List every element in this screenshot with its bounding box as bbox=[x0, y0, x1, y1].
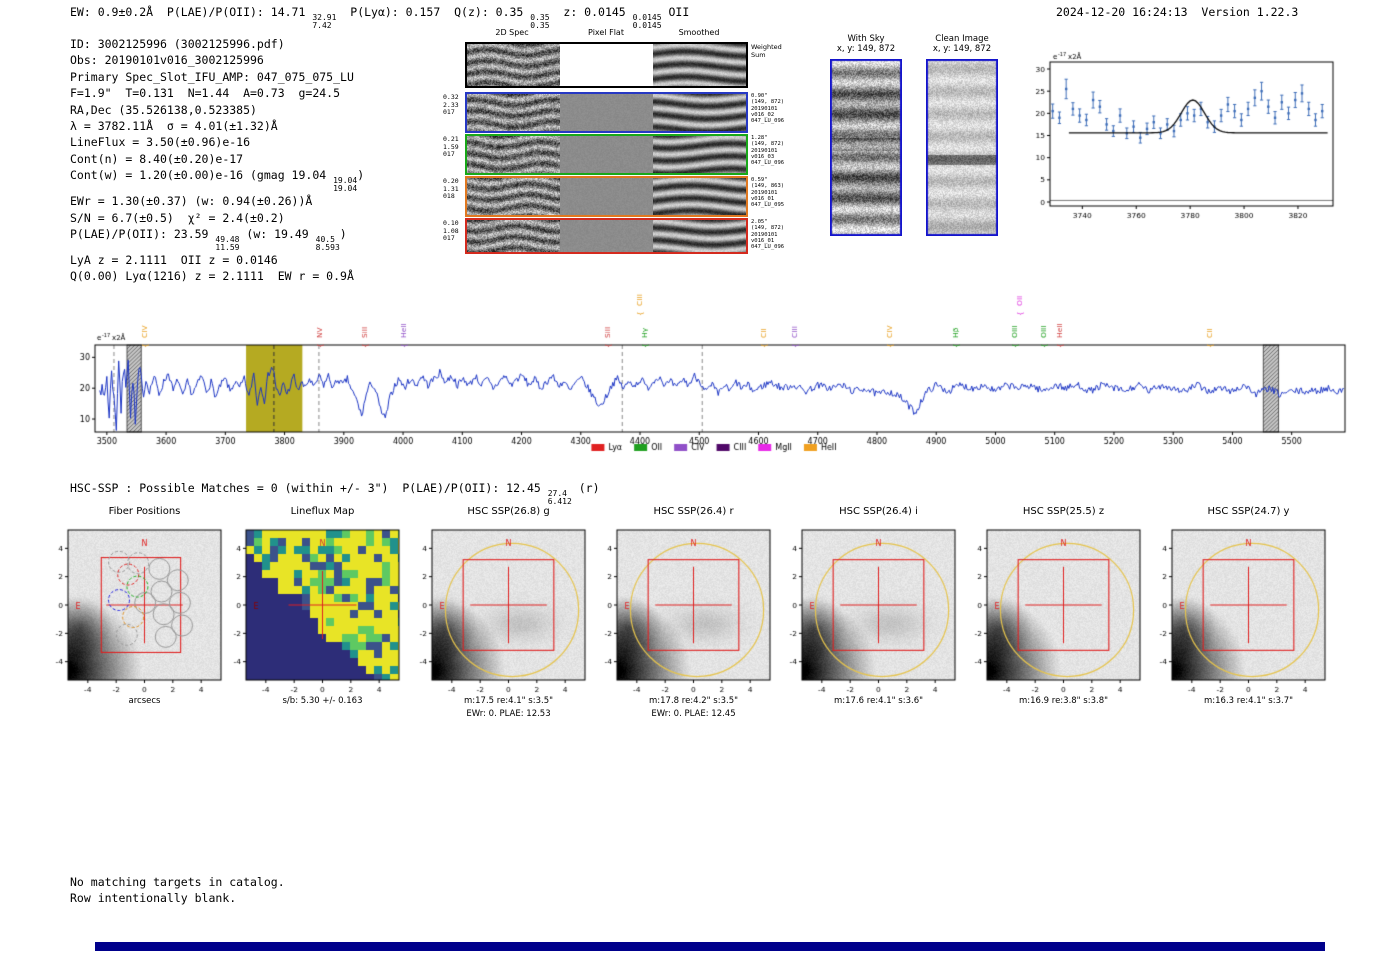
spec2d-image bbox=[560, 136, 653, 173]
panel-title: HSC SSP(26.4) r bbox=[653, 506, 734, 517]
spec2d-image bbox=[467, 220, 560, 252]
cleanimage-header: Clean Image x, y: 149, 872 bbox=[920, 34, 1004, 54]
spec2d-row-weight: 0.21 1.59 017 bbox=[443, 135, 459, 158]
panel-image-fiber bbox=[38, 520, 228, 698]
panel-caption: EWr: 0. PLAE: 12.53 bbox=[466, 709, 551, 719]
spec2d-row-weight: 0.10 1.08 017 bbox=[443, 219, 459, 242]
panel-image-cutout bbox=[402, 520, 592, 698]
footer-notes: No matching targets in catalog. Row inte… bbox=[70, 875, 285, 906]
panel-caption: m:17.5 re:4.1" s:3.5" bbox=[463, 696, 554, 706]
info-line: Cont(w) = 1.20(±0.00)e-16 (gmag 19.04 19… bbox=[70, 168, 365, 194]
cleanimage-image bbox=[926, 59, 998, 236]
spec2d-image bbox=[560, 178, 653, 215]
summary-line: EW: 0.9±0.2Å P(LAE)/P(OII): 14.71 32.91 7… bbox=[70, 5, 690, 30]
panel-caption: arcsecs bbox=[128, 696, 161, 706]
hsc-match-line: HSC-SSP : Possible Matches = 0 (within +… bbox=[70, 481, 600, 506]
spec2d-row bbox=[465, 134, 748, 175]
spec2d-row-weight: 0.20 1.31 018 bbox=[443, 177, 459, 200]
withsky-header: With Sky x, y: 149, 872 bbox=[824, 34, 908, 54]
spec2d-fiber-annotation: 0.90" (149, 872) 20190101 v016_02 047_LU_096 bbox=[751, 93, 785, 125]
panel-caption: m:16.3 re:4.1" s:3.7" bbox=[1203, 696, 1294, 706]
spec2d-row bbox=[465, 176, 748, 217]
withsky-coords: x, y: 149, 872 bbox=[836, 44, 896, 54]
spec2d-image bbox=[560, 94, 653, 131]
withsky-image bbox=[830, 59, 902, 236]
spec2d-image bbox=[653, 220, 746, 252]
cutout-row: Fiber Positions arcsecs Lineflux Map s/b: 5… bbox=[0, 500, 1400, 730]
panel-image-cutout bbox=[587, 520, 777, 698]
spec2d-row-labels: 0.32 2.33 017 0.21 1.59 017 0.20 1.31 018 0.10 1.0… bbox=[443, 42, 463, 256]
info-line: λ = 3782.11Å σ = 4.01(±1.32)Å bbox=[70, 119, 278, 134]
panel-caption: m:16.9 re:3.8" s:3.8" bbox=[1018, 696, 1109, 706]
panel-title: HSC SSP(26.4) i bbox=[839, 506, 918, 517]
spec2d-fiber-annotation: 1.28" (149, 872) 20190101 v016_03 047_LU_096 bbox=[751, 135, 785, 167]
info-line: P(LAE)/P(OII): 23.59 49.48 11.59 (w: 19.4… bbox=[70, 227, 347, 253]
spec2d-image bbox=[653, 136, 746, 173]
footer-bar bbox=[95, 942, 1325, 951]
panel-image-lineflux bbox=[216, 520, 406, 698]
panel-image-cutout bbox=[772, 520, 962, 698]
spec2d-row-weight: 0.32 2.33 017 bbox=[443, 93, 459, 116]
spec2d-column-titles: 2D Spec Pixel Flat Smoothed bbox=[465, 28, 748, 40]
panel-title: HSC SSP(24.7) y bbox=[1207, 506, 1290, 517]
cleanimage-title: Clean Image bbox=[935, 34, 989, 44]
info-block: ID: 3002125996 (3002125996.pdf) Obs: 2019… bbox=[70, 36, 364, 285]
footer-note-2: Row intentionally blank. bbox=[70, 890, 237, 905]
panel-title: Lineflux Map bbox=[290, 506, 355, 517]
panel-caption: EWr: 0. PLAE: 12.45 bbox=[651, 709, 736, 719]
spec2d-image bbox=[560, 44, 653, 86]
spec2d-fiber-annotation: 0.59" (149, 863) 20190101 v016_01 047_LU_095 bbox=[751, 177, 785, 209]
spec2d-image bbox=[467, 136, 560, 173]
info-line: LyA z = 2.1111 OII z = 0.0146 bbox=[70, 253, 278, 268]
spec2d-row-annotations: 0.90" (149, 872) 20190101 v016_02 047_LU_096… bbox=[751, 42, 797, 256]
panel-image-cutout bbox=[957, 520, 1147, 698]
weighted-sum-label: Weighted Sum bbox=[751, 43, 782, 59]
spec2d-image bbox=[653, 178, 746, 215]
cleanimage-coords: x, y: 149, 872 bbox=[932, 44, 992, 54]
timestamp-version: 2024-12-20 16:24:13 Version 1.22.3 bbox=[1056, 5, 1299, 19]
line-fit-plot bbox=[1015, 48, 1345, 248]
footer-note-1: No matching targets in catalog. bbox=[70, 875, 285, 889]
spec2d-image bbox=[560, 220, 653, 252]
spec2d-image bbox=[653, 44, 746, 86]
spec2d-image bbox=[467, 94, 560, 131]
spec2d-figure bbox=[465, 42, 748, 256]
panel-image-cutout bbox=[1142, 520, 1332, 698]
withsky-title: With Sky bbox=[847, 34, 885, 44]
panel-title: Fiber Positions bbox=[108, 506, 181, 517]
spec2d-fiber-annotation: 2.05" (149, 872) 20190101 v016_01 047_LU_096 bbox=[751, 219, 785, 251]
info-line: F=1.9" T=0.131 N=1.44 A=0.73 g=24.5 bbox=[70, 86, 341, 101]
spec2d-row bbox=[465, 42, 748, 88]
panel-title: HSC SSP(25.5) z bbox=[1022, 506, 1105, 517]
spec2d-title-smoothed: Smoothed bbox=[678, 28, 720, 37]
spec2d-image bbox=[653, 94, 746, 131]
info-line: Cont(n) = 8.40(±0.20)e-17 bbox=[70, 151, 244, 166]
info-line: EWr = 1.30(±0.37) (w: 0.94(±0.26))Å bbox=[70, 194, 313, 209]
spec2d-image bbox=[467, 178, 560, 215]
full-spectrum-plot bbox=[70, 278, 1362, 464]
panel-caption: m:17.6 re:4.1" s:3.6" bbox=[833, 696, 924, 706]
spec2d-row bbox=[465, 218, 748, 254]
panel-caption: m:17.8 re:4.2" s:3.5" bbox=[648, 696, 739, 706]
spec2d-title-2dspec: 2D Spec bbox=[495, 28, 529, 37]
info-line: S/N = 6.7(±0.5) χ² = 2.4(±0.2) bbox=[70, 210, 285, 225]
spec2d-title-pixelflat: Pixel Flat bbox=[588, 28, 624, 37]
info-line: RA,Dec (35.526138,0.523385) bbox=[70, 102, 257, 117]
info-line: Primary Spec_Slot_IFU_AMP: 047_075_075_L… bbox=[70, 69, 354, 84]
info-line: ID: 3002125996 (3002125996.pdf) bbox=[70, 37, 285, 51]
spec2d-row bbox=[465, 92, 748, 133]
panel-title: HSC SSP(26.8) g bbox=[467, 506, 550, 517]
info-line: LineFlux = 3.50(±0.96)e-16 bbox=[70, 135, 251, 150]
panel-caption: s/b: 5.30 +/- 0.163 bbox=[282, 696, 363, 706]
info-line: Obs: 20190101v016_3002125996 bbox=[70, 53, 264, 68]
spec2d-image bbox=[467, 44, 560, 86]
